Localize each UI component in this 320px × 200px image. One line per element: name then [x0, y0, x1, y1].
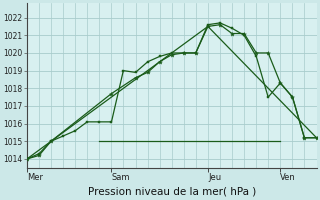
- X-axis label: Pression niveau de la mer( hPa ): Pression niveau de la mer( hPa ): [88, 187, 256, 197]
